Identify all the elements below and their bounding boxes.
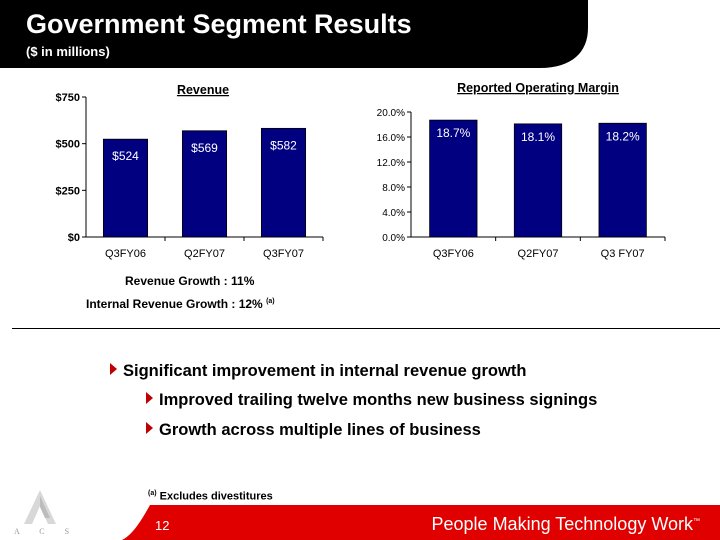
bullet-arrow-icon: [146, 392, 153, 404]
revenue-growth-text: Revenue Growth : 11%: [125, 274, 255, 288]
bar: [181, 130, 228, 238]
footnote: (a) Excludes divestitures: [148, 490, 273, 503]
y-tick-label: $500: [56, 139, 80, 151]
bullet-arrow-icon: [146, 422, 153, 434]
bar: [102, 138, 149, 238]
footer-banner: [122, 505, 720, 540]
footnote-marker: (a): [148, 490, 157, 497]
bullet-main: Significant improvement in internal reve…: [110, 362, 526, 381]
acs-logo: A C S: [14, 490, 78, 536]
revenue-chart-title: Revenue: [177, 83, 229, 97]
internal-revenue-growth-text: Internal Revenue Growth : 12% (a): [86, 297, 275, 311]
bar: [513, 123, 563, 238]
y-tick-label: $0: [68, 232, 80, 244]
x-tick-label: Q3 FY07: [601, 248, 645, 260]
bullet-arrow-icon: [110, 363, 117, 375]
section-divider: [12, 328, 720, 329]
page-subtitle: ($ in millions): [26, 44, 110, 59]
title-banner-shape: [0, 0, 588, 68]
x-tick-label: Q2FY07: [518, 248, 559, 260]
bar-value-label: 18.1%: [521, 130, 555, 144]
y-tick-label: $750: [56, 92, 80, 104]
bullet-sub-2: Growth across multiple lines of business: [146, 421, 481, 440]
y-tick-label: 4.0%: [382, 208, 405, 219]
bar-value-label: $524: [112, 149, 139, 163]
bullet-main-text: Significant improvement in internal reve…: [123, 362, 527, 380]
y-tick-label: 16.0%: [377, 133, 405, 144]
y-tick-label: 0.0%: [382, 233, 405, 244]
bar-value-label: $582: [270, 138, 297, 152]
bar: [260, 127, 307, 238]
trademark-symbol: ™: [693, 518, 700, 525]
revenue-chart: Revenue $0 $250 $500 $750 Q3FY06 Q2FY07 Q3FY07…: [56, 83, 324, 260]
internal-revenue-growth-footnote-marker: (a): [266, 298, 275, 305]
title-banner: Government Segment Results ($ in million…: [0, 0, 720, 68]
bar-value-label: 18.7%: [436, 126, 470, 140]
internal-revenue-growth-label: Internal Revenue Growth : 12%: [86, 297, 263, 311]
y-tick-label: 8.0%: [382, 183, 405, 194]
footer-tagline: People Making Technology Work™: [432, 514, 700, 535]
footer-tagline-text: People Making Technology Work: [431, 514, 693, 534]
y-tick-label: 12.0%: [377, 158, 405, 169]
bar-value-label: 18.2%: [606, 129, 640, 143]
y-tick-label: $250: [56, 185, 80, 197]
footnote-text: Excludes divestitures: [159, 490, 273, 503]
y-tick-label: 20.0%: [377, 108, 405, 119]
acs-logo-letters: A C S: [14, 527, 78, 536]
x-tick-label: Q3FY07: [263, 248, 304, 260]
operating-margin-chart: Reported Operating Margin 0.0% 4.0% 8.0% 12…: [377, 81, 666, 260]
bullet-sub-1-text: Improved trailing twelve months new busi…: [159, 391, 598, 409]
page-title: Government Segment Results: [26, 9, 412, 39]
x-tick-label: Q3FY06: [433, 248, 474, 260]
page-number: 12: [155, 518, 170, 533]
bar: [429, 119, 478, 238]
bullet-sub-1: Improved trailing twelve months new busi…: [146, 391, 597, 410]
bullet-sub-2-text: Growth across multiple lines of business: [159, 421, 481, 439]
x-tick-label: Q2FY07: [184, 248, 225, 260]
bar: [598, 122, 647, 238]
operating-margin-chart-title: Reported Operating Margin: [457, 81, 619, 95]
bar-value-label: $569: [191, 141, 218, 155]
x-tick-label: Q3FY06: [105, 248, 146, 260]
